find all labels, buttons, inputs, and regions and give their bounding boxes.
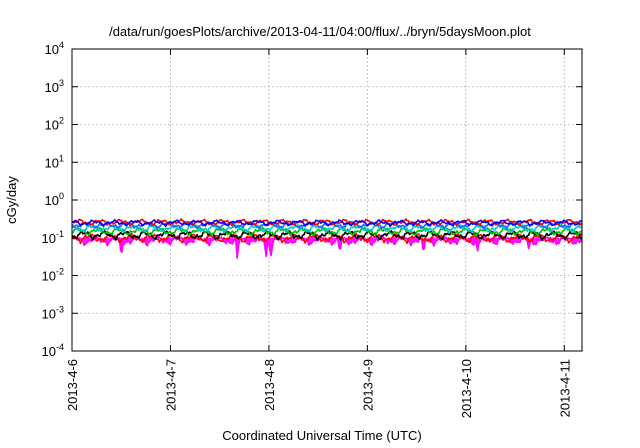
y-tick-label: 10-2 xyxy=(42,267,64,284)
x-tick-label: 2013-4-11 xyxy=(557,359,572,417)
y-tick-labels: 10-4 10-3 10-2 10-1 100 101 102 103 104 xyxy=(42,40,64,359)
y-tick-label: 100 xyxy=(45,191,64,208)
y-tick-label: 102 xyxy=(45,116,64,133)
series-line xyxy=(71,219,583,228)
y-tick-label: 103 xyxy=(45,78,64,95)
y-tick-label: 101 xyxy=(45,153,64,170)
series-layer xyxy=(71,218,583,259)
x-tick-label: 2013-4-8 xyxy=(262,359,277,411)
y-axis-label: cGy/day xyxy=(4,176,19,224)
y-tick-label: 10-1 xyxy=(42,229,64,246)
grid-lines xyxy=(72,49,582,351)
y-tick-label: 104 xyxy=(45,40,64,57)
x-tick-label: 2013-4-9 xyxy=(360,359,375,411)
x-tick-labels: 2013-4-6 2013-4-7 2013-4-8 2013-4-9 2013-4-1… xyxy=(65,359,572,418)
axis-ticks xyxy=(71,48,582,352)
series-line xyxy=(71,230,583,241)
x-tick-label: 2013-4-6 xyxy=(65,359,80,411)
chart-title: /data/run/goesPlots/archive/2013-04-11/0… xyxy=(109,24,531,39)
x-axis-label: Coordinated Universal Time (UTC) xyxy=(222,428,421,443)
y-tick-label: 10-3 xyxy=(42,304,64,321)
x-tick-label: 2013-4-10 xyxy=(459,359,474,418)
x-tick-label: 2013-4-7 xyxy=(163,359,178,411)
y-tick-label: 10-4 xyxy=(42,342,64,359)
